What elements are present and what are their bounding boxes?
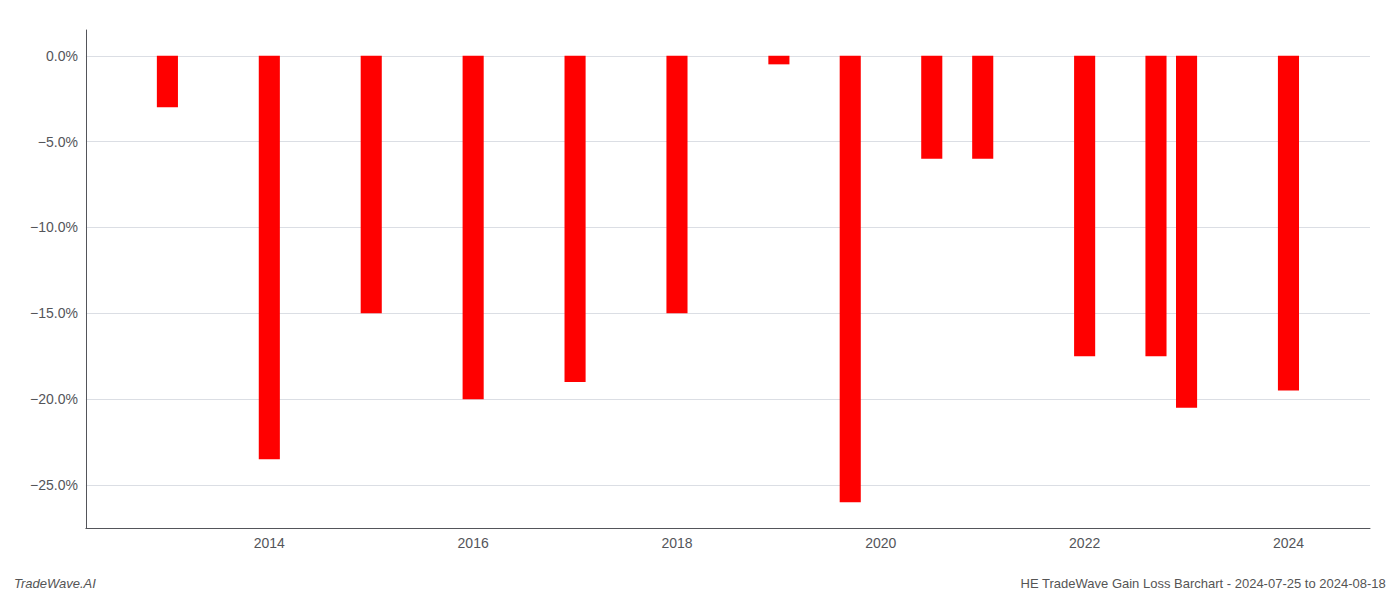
svg-text:−20.0%: −20.0% [30, 391, 78, 407]
svg-text:2020: 2020 [865, 535, 896, 551]
svg-text:−15.0%: −15.0% [30, 305, 78, 321]
svg-text:HE TradeWave Gain Loss Barchar: HE TradeWave Gain Loss Barchart - 2024-0… [1021, 576, 1386, 591]
svg-text:2022: 2022 [1069, 535, 1100, 551]
svg-text:TradeWave.AI: TradeWave.AI [14, 576, 96, 591]
svg-text:−10.0%: −10.0% [30, 219, 78, 235]
svg-text:0.0%: 0.0% [46, 48, 78, 64]
svg-text:2016: 2016 [458, 535, 489, 551]
svg-text:2018: 2018 [661, 535, 692, 551]
svg-text:2024: 2024 [1273, 535, 1304, 551]
svg-text:−5.0%: −5.0% [38, 134, 78, 150]
svg-text:2014: 2014 [254, 535, 285, 551]
svg-text:−25.0%: −25.0% [30, 477, 78, 493]
